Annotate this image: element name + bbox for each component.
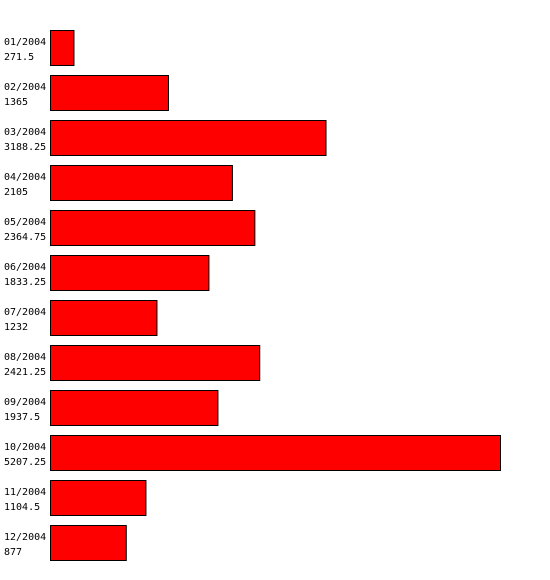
category-label: 12/2004 (4, 532, 46, 543)
value-label: 2105 (4, 187, 28, 198)
category-label: 08/2004 (4, 352, 46, 363)
value-label: 1937.5 (4, 412, 40, 423)
bar (50, 165, 233, 201)
bar (50, 390, 219, 426)
value-label: 3188.25 (4, 142, 46, 153)
bar (50, 300, 158, 336)
value-label: 1365 (4, 97, 28, 108)
category-label: 06/2004 (4, 262, 46, 273)
category-label: 10/2004 (4, 442, 46, 453)
category-label: 09/2004 (4, 397, 46, 408)
bar (50, 30, 75, 66)
category-label: 07/2004 (4, 307, 46, 318)
value-label: 2364.75 (4, 232, 46, 243)
value-label: 1104.5 (4, 502, 40, 513)
category-label: 11/2004 (4, 487, 46, 498)
value-label: 5207.25 (4, 457, 46, 468)
category-label: 01/2004 (4, 37, 46, 48)
category-label: 03/2004 (4, 127, 46, 138)
bar (50, 480, 147, 516)
value-label: 1833.25 (4, 277, 46, 288)
value-label: 2421.25 (4, 367, 46, 378)
value-label: 271.5 (4, 52, 34, 63)
value-label: 877 (4, 547, 22, 558)
bar (50, 255, 210, 291)
bar (50, 120, 327, 156)
category-label: 05/2004 (4, 217, 46, 228)
bar (50, 345, 261, 381)
value-label: 1232 (4, 322, 28, 333)
category-label: 04/2004 (4, 172, 46, 183)
bar (50, 525, 127, 561)
bar (50, 435, 501, 471)
category-label: 02/2004 (4, 82, 46, 93)
bar (50, 210, 256, 246)
bar (50, 75, 169, 111)
